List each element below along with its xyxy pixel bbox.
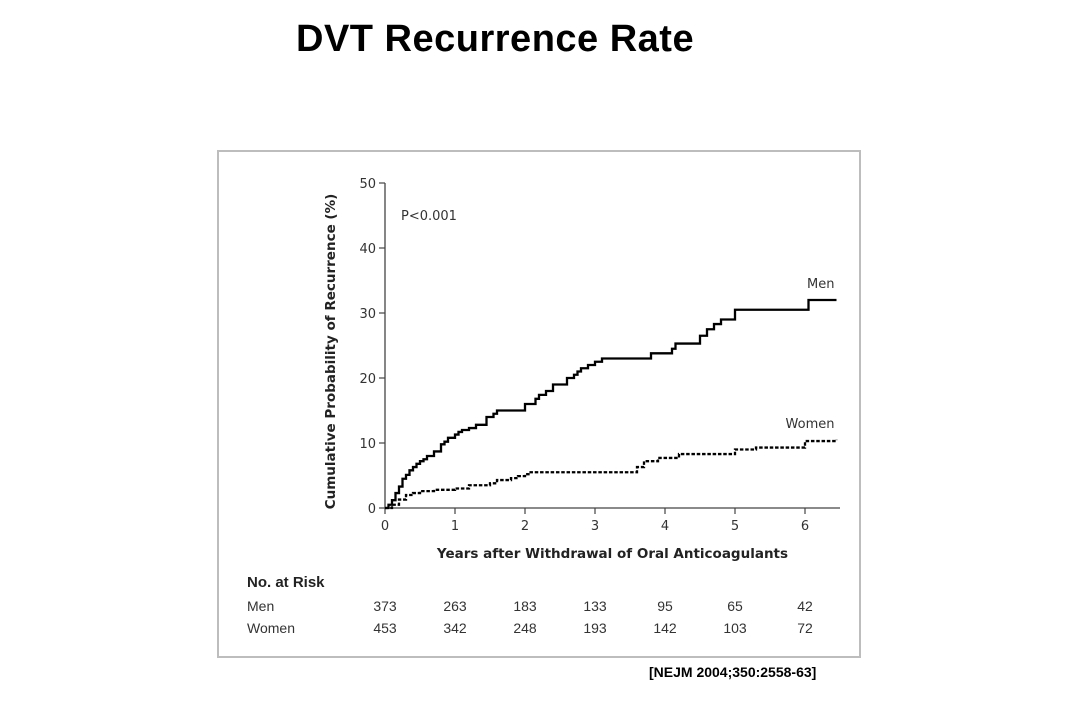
x-tick-label-6: 6 [801, 519, 809, 534]
y-tick-label-50: 50 [359, 177, 376, 192]
x-axis-label: Years after Withdrawal of Oral Anticoagu… [436, 546, 788, 562]
citation: [NEJM 2004;350:2558-63] [649, 664, 817, 680]
series-label-men: Men [807, 277, 834, 292]
risk-cell-men-4: 95 [657, 598, 673, 614]
y-tick-label-20: 20 [359, 372, 376, 387]
y-tick-label-10: 10 [359, 437, 376, 452]
risk-cell-men-2: 183 [513, 598, 537, 614]
risk-cell-women-5: 103 [723, 620, 747, 636]
risk-cell-women-1: 342 [443, 620, 467, 636]
y-tick-label-30: 30 [359, 307, 376, 322]
x-tick-label-1: 1 [451, 519, 459, 534]
slide-title: DVT Recurrence Rate [296, 18, 695, 60]
risk-cell-men-0: 373 [373, 598, 397, 614]
x-tick-label-0: 0 [381, 519, 389, 534]
risk-cell-men-6: 42 [797, 598, 813, 614]
series-label-women: Women [786, 417, 835, 432]
figure-panel: 0 10 20 30 40 50 0 1 2 3 4 5 6 Years after Withdrawal… [217, 150, 861, 658]
y-tick-label-0: 0 [368, 502, 376, 517]
km-chart: 0 10 20 30 40 50 0 1 2 3 4 5 6 Years after Withdrawal… [323, 177, 840, 562]
risk-cell-men-3: 133 [583, 598, 607, 614]
risk-row-label-women: Women [247, 620, 295, 636]
risk-row-label-men: Men [247, 598, 275, 614]
p-value-annotation: P<0.001 [401, 209, 457, 224]
risk-cell-women-3: 193 [583, 620, 607, 636]
risk-cell-women-4: 142 [653, 620, 677, 636]
risk-cell-women-6: 72 [797, 620, 813, 636]
series-line-women [385, 439, 838, 510]
series-line-men [385, 298, 837, 510]
risk-cell-women-0: 453 [373, 620, 397, 636]
risk-cell-men-5: 65 [727, 598, 743, 614]
risk-table-title: No. at Risk [247, 574, 325, 591]
y-axis-label: Cumulative Probability of Recurrence (%) [323, 194, 339, 510]
risk-cell-men-1: 263 [443, 598, 467, 614]
x-tick-label-4: 4 [661, 519, 669, 534]
x-tick-label-3: 3 [591, 519, 599, 534]
risk-cell-women-2: 248 [513, 620, 537, 636]
x-tick-label-5: 5 [731, 519, 739, 534]
y-tick-label-40: 40 [359, 242, 376, 257]
x-tick-label-2: 2 [521, 519, 529, 534]
